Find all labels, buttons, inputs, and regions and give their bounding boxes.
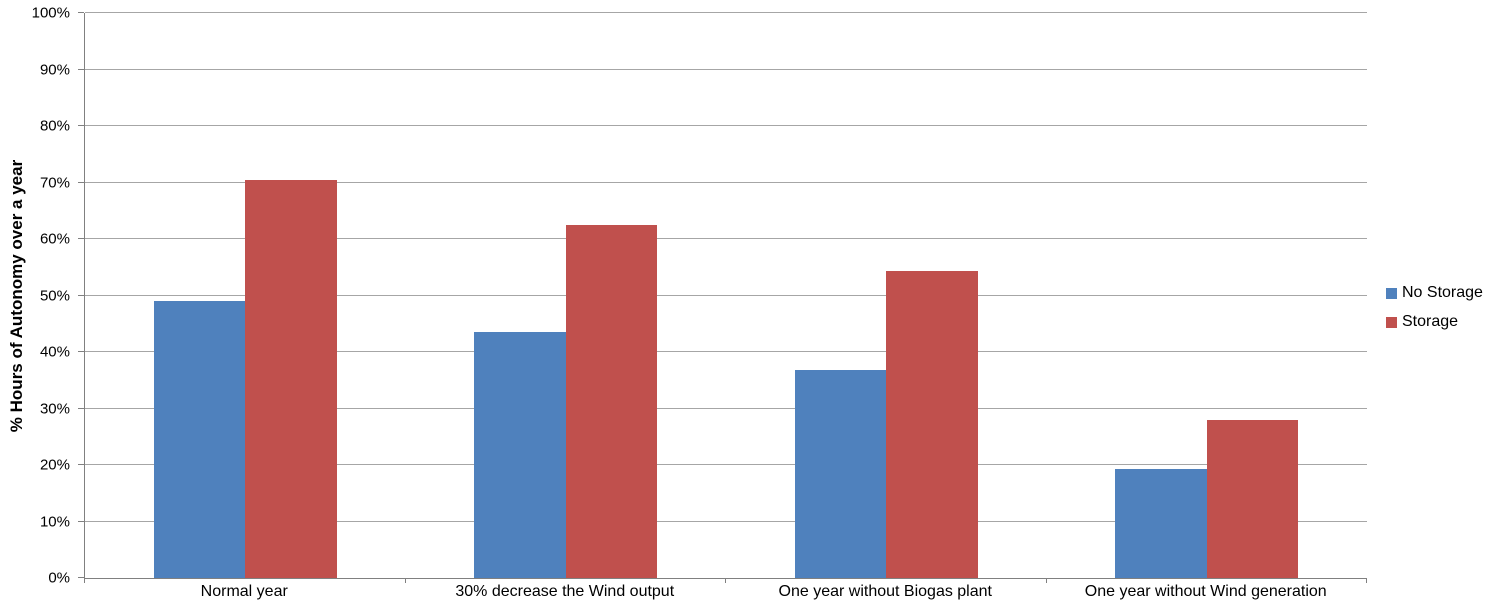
x-axis-tick [84,578,85,583]
gridline [85,238,1367,239]
bar-storage-one-year-without-wind-generation [1206,420,1299,578]
category-group-one-year-without-wind-generation [1047,13,1368,578]
y-axis-tick-labels: 0% 10% 20% 30% 40% 50% 60% 70% 80% 90% 100% [0,6,77,586]
x-axis-tick [1366,578,1367,583]
y-axis-tick [78,407,84,409]
gridlines-layer [78,12,1367,583]
bar-storage-normal-year [245,179,337,578]
y-axis-tick-label: 70% [39,174,70,191]
y-axis-tick [78,238,84,239]
gridline [85,520,1367,522]
x-axis-category-label: One year without Biogas plant [778,583,992,600]
y-axis-tick-label: 30% [39,400,70,417]
y-axis-tick-label: 80% [39,117,70,135]
legend-label: Storage [1402,313,1459,330]
bar-no-storage-30-decrease-the-wind-output [474,332,566,578]
y-axis-tick [78,12,84,13]
x-axis-tick [725,578,726,583]
x-axis-category-label: Normal year [200,583,288,600]
gridline [85,68,1367,70]
y-axis-tick-label: 0% [48,569,70,587]
x-axis-category-labels: Normal year 30% decrease the Wind output O… [84,583,1366,601]
y-axis-tick [78,351,84,352]
gridline [85,351,1367,352]
y-axis-tick [78,520,84,522]
gridline [85,407,1367,409]
y-axis-tick-label: 50% [39,287,70,304]
plot-area [78,12,1367,583]
category-group-normal-year [85,13,406,578]
y-axis-tick-label: 10% [39,513,70,530]
y-axis-tick [78,577,84,578]
gridline [85,294,1367,296]
x-axis-category-label: One year without Wind generation [1084,583,1327,600]
y-axis-tick-label: 40% [39,343,70,361]
gridline [85,464,1367,465]
gridline [85,12,1367,13]
legend-entry-storage: Storage [1386,313,1483,331]
bars-layer [85,13,1367,578]
y-axis-tick [78,125,84,126]
y-axis-tick-label: 100% [31,4,70,22]
y-axis-tick-label: 90% [39,61,70,78]
bar-no-storage-one-year-without-biogas-plant [794,370,887,578]
x-axis-category-label: 30% decrease the Wind output [455,583,675,600]
bar-storage-30-decrease-the-wind-output [565,224,658,578]
legend-swatch-storage [1386,316,1397,328]
y-axis-tick [78,464,84,465]
y-axis-tick [78,68,84,70]
y-axis-tick-label: 60% [39,230,70,248]
category-group-30-decrease-the-wind-output [406,13,727,578]
y-axis-tick [78,181,84,183]
x-axis-tick [404,578,406,583]
x-axis-tick [1045,578,1047,583]
bar-no-storage-normal-year [153,301,246,578]
gridline [85,181,1367,183]
legend-swatch-no-storage [1386,287,1397,299]
legend-entry-no-storage: No Storage [1386,284,1483,302]
bar-no-storage-one-year-without-wind-generation [1115,468,1207,578]
y-axis-tick-label: 20% [39,456,70,474]
category-group-one-year-without-biogas-plant [726,13,1047,578]
legend-label: No Storage [1402,284,1483,301]
legend: No Storage Storage [1386,284,1483,342]
y-axis-tick [78,294,84,296]
gridline [85,125,1367,126]
bar-storage-one-year-without-biogas-plant [886,270,978,578]
